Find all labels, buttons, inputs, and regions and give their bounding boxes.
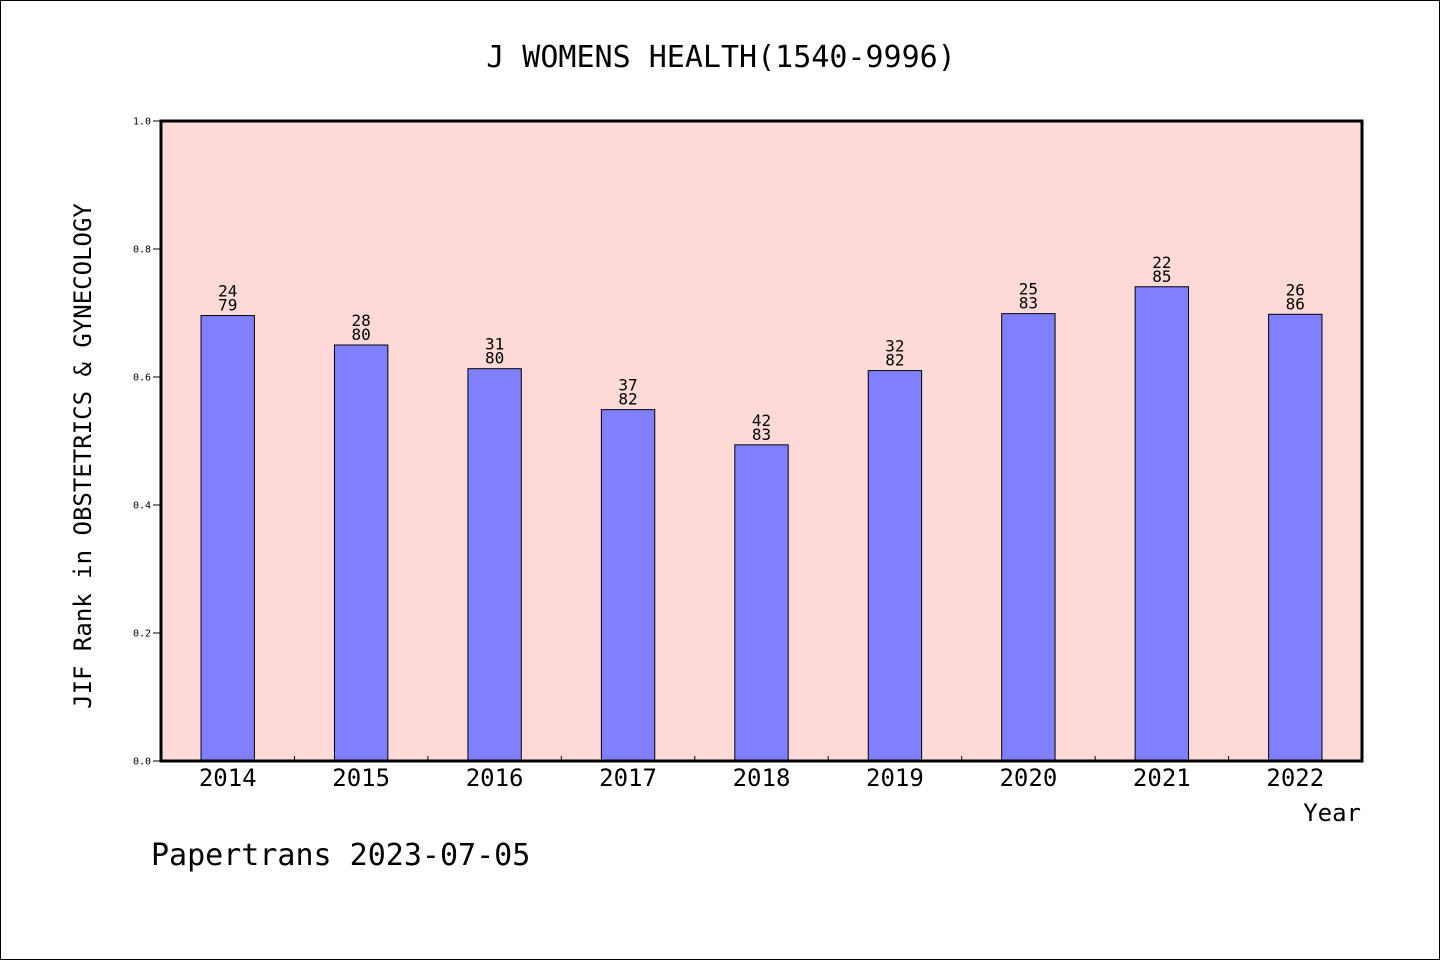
bar-total-label: 82 bbox=[885, 351, 904, 370]
bar-total-label: 83 bbox=[1019, 294, 1038, 313]
x-tick-label: 2019 bbox=[866, 764, 924, 792]
plot-border bbox=[159, 119, 1364, 763]
bar-rank-label: 31 bbox=[485, 335, 504, 354]
y-tick-label: 0.0 bbox=[133, 757, 151, 768]
bar-2021 bbox=[1134, 286, 1190, 762]
bar-rank-label: 24 bbox=[218, 282, 237, 301]
bar-total-label: 85 bbox=[1152, 267, 1171, 286]
y-axis-label: JIF Rank in OBSTETRICS & GYNECOLOGY bbox=[69, 203, 97, 709]
y-tick-label: 0.2 bbox=[133, 629, 151, 640]
bar-rank-label: 25 bbox=[1019, 280, 1038, 299]
x-tick-label: 2014 bbox=[199, 764, 257, 792]
bar-2017 bbox=[600, 409, 656, 762]
bar-total-label: 79 bbox=[218, 296, 237, 315]
x-tick-label: 2017 bbox=[599, 764, 657, 792]
chart-title: J WOMENS HEALTH(1540-9996) bbox=[486, 40, 956, 75]
bar-2018 bbox=[734, 444, 789, 762]
y-tick-label: 0.6 bbox=[133, 373, 151, 384]
footer-text: Papertrans 2023-07-05 bbox=[151, 838, 530, 873]
bar-rank-label: 22 bbox=[1152, 253, 1171, 272]
bar-total-label: 80 bbox=[485, 349, 504, 368]
bar-total-label: 80 bbox=[352, 325, 371, 344]
bar-2022 bbox=[1268, 313, 1323, 762]
y-axis: 0.0 0.2 0.4 0.6 0.8 1.0 bbox=[133, 117, 161, 768]
bar-rank-label: 28 bbox=[352, 311, 371, 330]
bar-2019 bbox=[867, 370, 923, 762]
bar-rank-label: 26 bbox=[1286, 280, 1305, 299]
y-tick-label: 0.4 bbox=[133, 501, 151, 512]
bar-total-label: 82 bbox=[618, 390, 637, 409]
bar-rank-label: 32 bbox=[885, 337, 904, 356]
bar-rank-label: 37 bbox=[618, 376, 637, 395]
y-tick-label: 1.0 bbox=[133, 117, 151, 128]
bar-total-label: 83 bbox=[752, 425, 771, 444]
x-tick-label: 2022 bbox=[1266, 764, 1324, 792]
bar-2016 bbox=[467, 368, 522, 762]
x-tick-label: 2016 bbox=[466, 764, 524, 792]
bar-2020 bbox=[1001, 313, 1056, 762]
x-axis-label: Year bbox=[1303, 799, 1361, 827]
x-tick-label: 2018 bbox=[733, 764, 791, 792]
bar-2015 bbox=[333, 344, 389, 762]
bar-rank-label: 42 bbox=[752, 411, 771, 430]
x-tick-label: 2015 bbox=[332, 764, 390, 792]
bar-total-label: 86 bbox=[1286, 294, 1305, 313]
x-tick-label: 2021 bbox=[1133, 764, 1191, 792]
x-tick-label: 2020 bbox=[999, 764, 1057, 792]
y-tick-label: 0.8 bbox=[133, 245, 151, 256]
x-axis: 2014 2015 2016 2017 2018 2019 2020 2021 2022 bbox=[199, 756, 1324, 792]
bar-2014 bbox=[200, 315, 255, 762]
